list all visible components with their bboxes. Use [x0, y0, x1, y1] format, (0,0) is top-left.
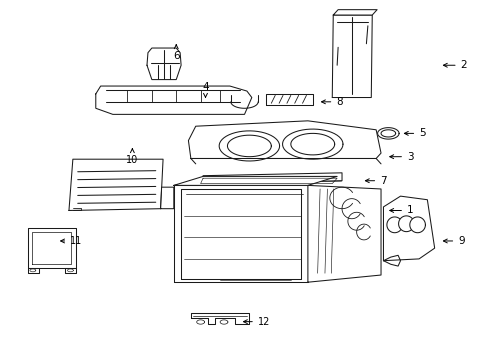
Polygon shape: [98, 98, 249, 112]
Polygon shape: [219, 131, 279, 161]
Polygon shape: [385, 202, 431, 234]
Text: 9: 9: [443, 236, 464, 246]
Polygon shape: [383, 196, 434, 261]
Text: 4: 4: [202, 82, 208, 98]
Polygon shape: [196, 320, 204, 324]
Polygon shape: [147, 48, 181, 80]
Text: 3: 3: [389, 152, 413, 162]
Polygon shape: [307, 185, 380, 282]
Polygon shape: [190, 314, 249, 324]
Text: 5: 5: [404, 129, 425, 138]
Polygon shape: [386, 217, 402, 233]
Text: 7: 7: [365, 176, 386, 186]
Polygon shape: [160, 187, 173, 209]
Text: 1: 1: [389, 206, 413, 216]
Text: 8: 8: [321, 97, 342, 107]
Polygon shape: [188, 121, 380, 158]
Polygon shape: [377, 128, 398, 139]
Polygon shape: [282, 129, 342, 159]
Polygon shape: [203, 173, 341, 184]
Text: 2: 2: [443, 60, 466, 70]
Text: 12: 12: [243, 317, 270, 327]
Polygon shape: [71, 160, 161, 211]
Polygon shape: [409, 217, 425, 233]
Polygon shape: [173, 185, 307, 282]
Polygon shape: [266, 94, 312, 105]
Text: 11: 11: [61, 236, 82, 246]
Text: 10: 10: [126, 149, 138, 165]
Polygon shape: [331, 15, 371, 98]
Polygon shape: [220, 320, 227, 324]
Polygon shape: [398, 216, 413, 231]
Text: 6: 6: [173, 45, 179, 61]
Polygon shape: [96, 86, 251, 114]
Polygon shape: [173, 176, 336, 185]
Polygon shape: [27, 228, 76, 268]
Polygon shape: [332, 10, 376, 15]
